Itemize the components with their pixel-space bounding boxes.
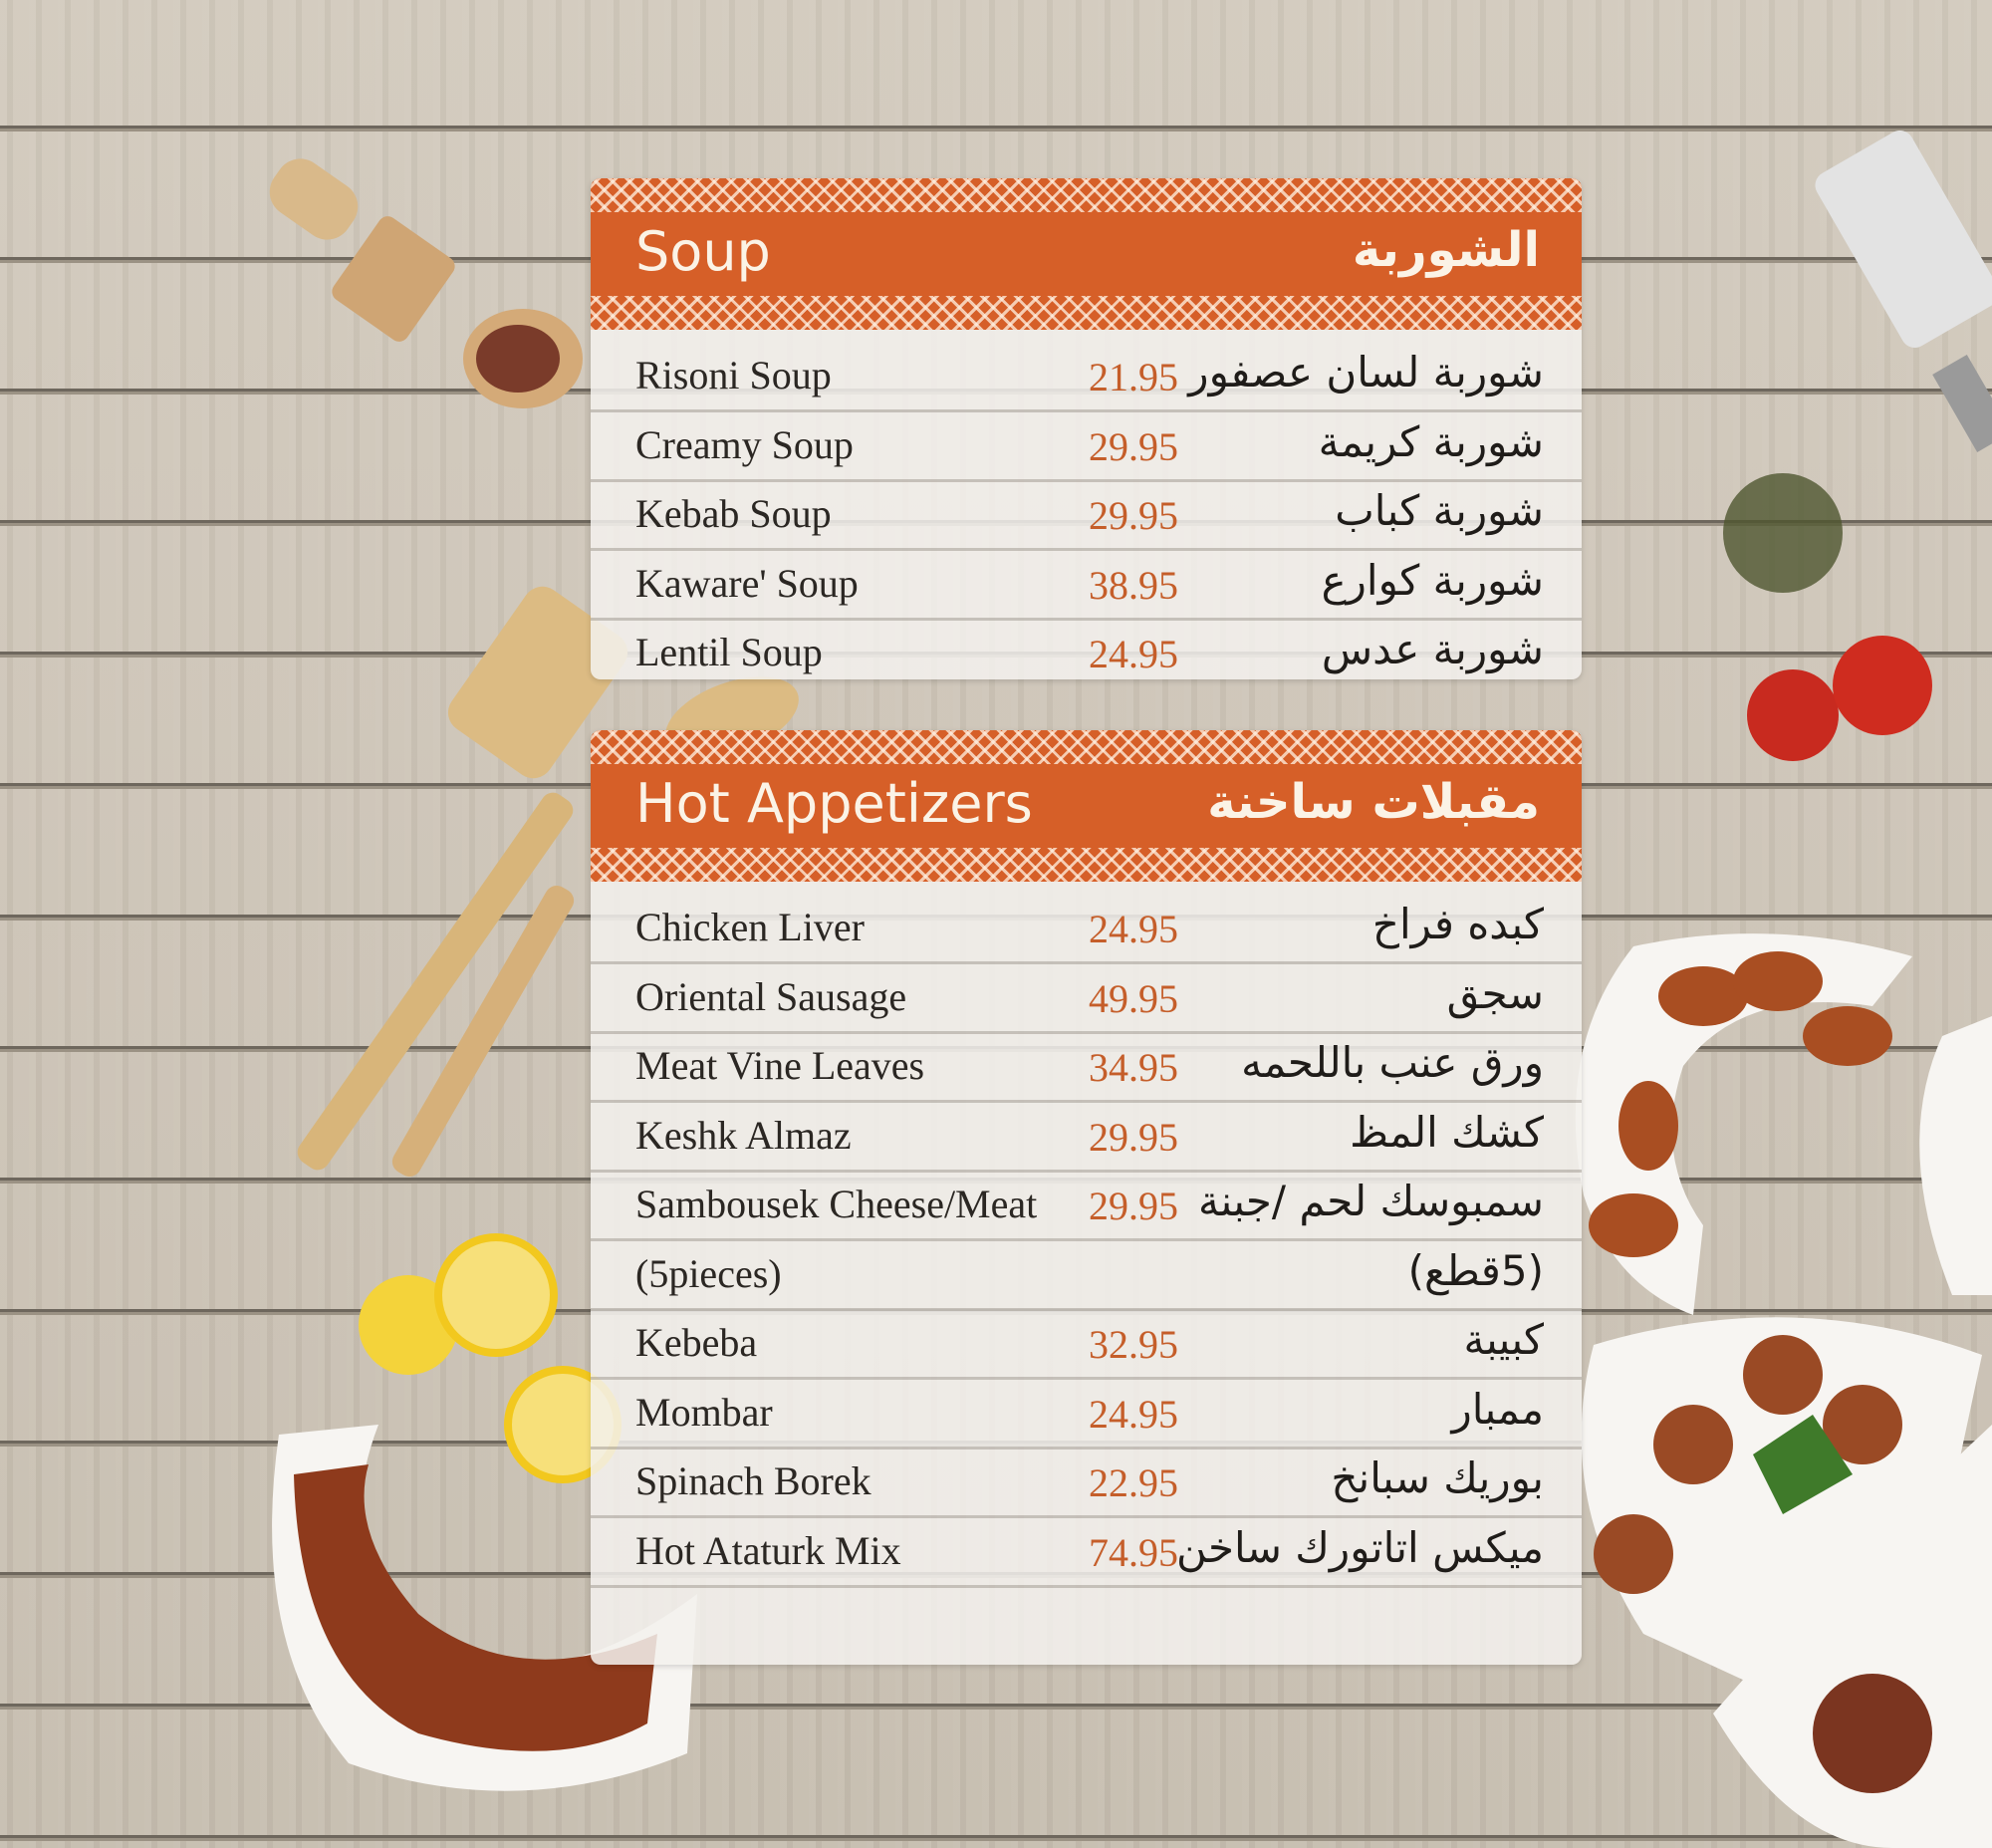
- menu-item-row: Keshk Almaz 29.95 كشك المظ: [591, 1100, 1582, 1173]
- item-name-ar: شوربة كباب: [1335, 486, 1544, 535]
- item-price: 24.95: [1089, 632, 1178, 676]
- menu-item-row: Spinach Borek 22.95 بوريك سبانخ: [591, 1446, 1582, 1518]
- kibbeh-plate-icon: [1575, 933, 1992, 1848]
- item-name-en: Chicken Liver: [635, 905, 865, 949]
- section-title-ar: الشوربة: [1352, 222, 1540, 278]
- item-name-en: Kebeba: [635, 1320, 758, 1365]
- menu-item-row: Chicken Liver 24.95 كبده فراخ: [591, 892, 1582, 964]
- item-name-ar: شوربة لسان عصفور: [1188, 348, 1544, 396]
- header-pattern-bottom: [591, 848, 1582, 882]
- hot-appetizers-section: Hot Appetizers مقبلات ساخنة Chicken Live…: [591, 730, 1582, 1665]
- item-name-ar: كشك المظ: [1350, 1107, 1544, 1157]
- menu-item-row: Hot Ataturk Mix 74.95 ميكس اتاتورك ساخن: [591, 1515, 1582, 1588]
- item-price: 21.95: [1089, 355, 1178, 399]
- item-name-en: Spinach Borek: [635, 1458, 872, 1503]
- item-name-en: (5pieces): [635, 1250, 782, 1296]
- sausage-plate-icon: [272, 1425, 697, 1791]
- item-price: 22.95: [1089, 1460, 1178, 1505]
- item-price: 29.95: [1089, 1184, 1178, 1228]
- menu-item-row: Risoni Soup 21.95 شوربة لسان عصفور: [591, 340, 1582, 412]
- item-name-en: Sambousek Cheese/Meat: [635, 1182, 1038, 1226]
- menu-item-row: Creamy Soup 29.95 شوربة كريمة: [591, 409, 1582, 482]
- section-title-ar: مقبلات ساخنة: [1207, 774, 1540, 830]
- item-name-ar: سجق: [1446, 968, 1544, 1018]
- item-name-ar: كبيبة: [1463, 1315, 1544, 1364]
- item-price: 29.95: [1089, 423, 1178, 469]
- item-name-ar: (5قطع): [1407, 1245, 1544, 1295]
- item-name-ar: كبده فراخ: [1371, 900, 1544, 948]
- item-name-en: Oriental Sausage: [635, 973, 907, 1019]
- item-name-en: Meat Vine Leaves: [635, 1043, 925, 1088]
- item-name-ar: ورق عنب باللحمه: [1241, 1038, 1544, 1087]
- item-name-en: Creamy Soup: [635, 421, 854, 467]
- item-name-ar: شوربة كوارع: [1321, 555, 1544, 605]
- menu-item-row: Oriental Sausage 49.95 سجق: [591, 961, 1582, 1034]
- item-name-en: Kaware' Soup: [635, 560, 859, 606]
- menu-item-row: Kebab Soup 29.95 شوربة كباب: [591, 478, 1582, 551]
- header-pattern-bottom: [591, 296, 1582, 330]
- item-name-ar: ميكس اتاتورك ساخن: [1176, 1522, 1544, 1572]
- soup-section: Soup الشوربة Risoni Soup 21.95 شوربة لسا…: [591, 178, 1582, 679]
- item-price: 38.95: [1089, 562, 1178, 608]
- item-name-ar: شوربة كريمة: [1318, 416, 1544, 466]
- item-name-en: Keshk Almaz: [635, 1112, 852, 1158]
- item-price: 49.95: [1089, 975, 1178, 1021]
- item-price: 29.95: [1089, 493, 1178, 538]
- item-price: 29.95: [1089, 1114, 1178, 1160]
- section-title-en: Hot Appetizers: [635, 772, 1033, 835]
- menu-item-row: Meat Vine Leaves 34.95 ورق عنب باللحمه: [591, 1030, 1582, 1103]
- menu-item-row: Kaware' Soup 38.95 شوربة كوارع: [591, 548, 1582, 621]
- menu-item-row: Kebeba 32.95 كبيبة: [591, 1307, 1582, 1380]
- item-name-en: Kebab Soup: [635, 491, 832, 536]
- item-name-ar: بوريك سبانخ: [1331, 1453, 1544, 1502]
- item-price: 34.95: [1089, 1045, 1178, 1090]
- salt-shaker-icon: [1815, 131, 1992, 452]
- section-header: Hot Appetizers مقبلات ساخنة: [591, 730, 1582, 882]
- header-pattern-top: [591, 730, 1582, 764]
- header-pattern-top: [591, 178, 1582, 212]
- item-price: 32.95: [1089, 1322, 1178, 1367]
- section-title-en: Soup: [635, 220, 771, 283]
- lemon-icon: [359, 1233, 622, 1483]
- item-name-ar: سمبوسك لحم /جبنة: [1198, 1177, 1544, 1225]
- item-name-en: Risoni Soup: [635, 353, 832, 397]
- menu-item-row: Mombar 24.95 ممبار: [591, 1377, 1582, 1450]
- item-name-ar: ممبار: [1451, 1384, 1544, 1434]
- menu-item-row: Sambousek Cheese/Meat 29.95 سمبوسك لحم /…: [591, 1169, 1582, 1241]
- tomato-icon: [1747, 636, 1932, 761]
- item-price: 24.95: [1089, 1391, 1178, 1437]
- item-name-ar: شوربة عدس: [1321, 625, 1544, 673]
- item-name-en: Hot Ataturk Mix: [635, 1527, 901, 1573]
- menu-item-row: Lentil Soup 24.95 شوربة عدس: [591, 617, 1582, 679]
- herbs-icon: [1723, 473, 1843, 593]
- item-price: 24.95: [1089, 907, 1178, 951]
- section-header: Soup الشوربة: [591, 178, 1582, 330]
- menu-item-row: (5pieces) (5قطع): [591, 1238, 1582, 1311]
- item-price: 74.95: [1089, 1529, 1178, 1575]
- item-name-en: Lentil Soup: [635, 630, 823, 674]
- wooden-scoop-icon: [269, 158, 583, 408]
- item-name-en: Mombar: [635, 1389, 773, 1435]
